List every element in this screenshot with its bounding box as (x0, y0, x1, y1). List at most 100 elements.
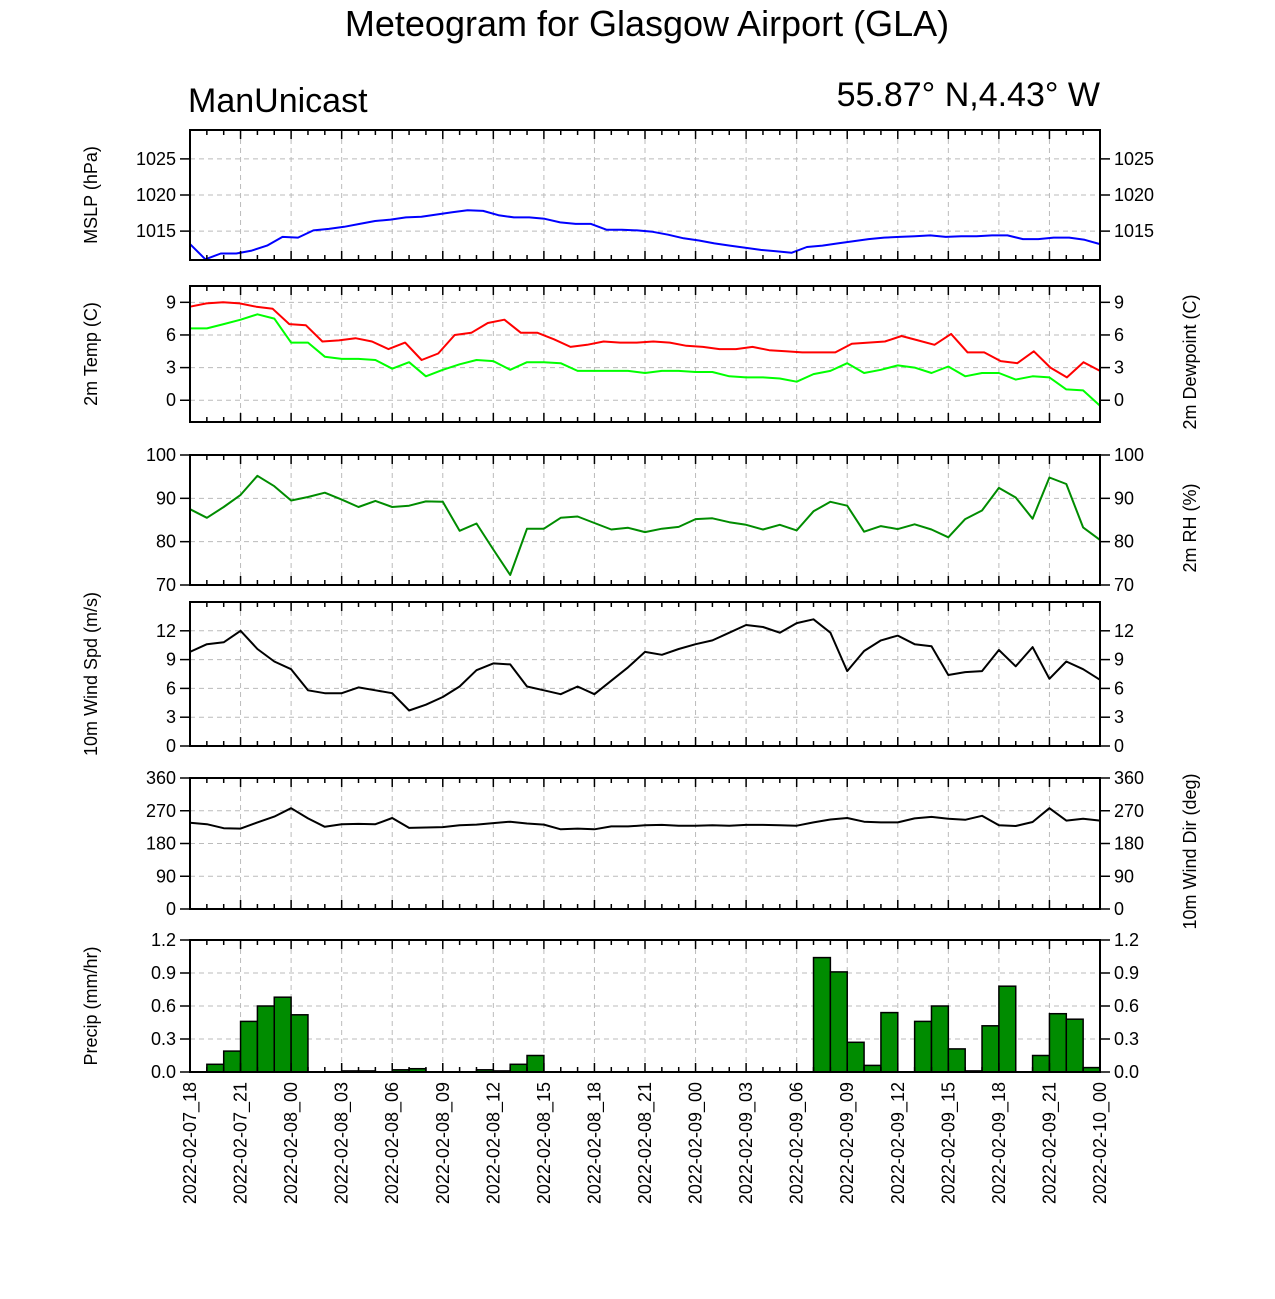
y-tick-label: 0.9 (151, 963, 176, 983)
panel-5: 0.0 0.0 0.3 0.3 0.6 0.6 0.9 0.9 1.2 1.2 Precip (mm… (81, 930, 1139, 1082)
x-tick-label: 2022-02-08_15 (534, 1082, 555, 1204)
series-line-1 (190, 313, 1101, 407)
y-tick-label: 80 (156, 532, 176, 552)
precip-bar (526, 1054, 545, 1073)
y-tick-label-right: 3 (1114, 358, 1124, 378)
x-tick-label: 2022-02-08_03 (332, 1082, 353, 1204)
y-tick-label: 90 (156, 488, 176, 508)
y-tick-label: 6 (166, 325, 176, 345)
y-tick-label-right: 0.9 (1114, 963, 1139, 983)
x-tick-label: 2022-02-08_00 (281, 1082, 302, 1204)
y-tick-label-right: 0.0 (1114, 1062, 1139, 1082)
precip-bar (256, 1005, 276, 1073)
series-line-0 (189, 474, 1101, 576)
x-tick-label: 2022-02-09_18 (989, 1082, 1010, 1204)
y-tick-label: 1015 (136, 221, 176, 241)
precip-bar (290, 1014, 309, 1073)
y-tick-label-right: 90 (1114, 488, 1134, 508)
y-tick-label-right: 0.3 (1114, 1029, 1139, 1049)
precip-bar (812, 956, 832, 1073)
y-tick-label: 0.6 (151, 996, 176, 1016)
y-tick-label: 3 (166, 707, 176, 727)
precip-bar (930, 1005, 950, 1073)
y-tick-label-right: 100 (1114, 445, 1144, 465)
panel-3: 0 0 3 3 6 6 9 9 12 12 10m Wind Spd (m/s) (81, 592, 1134, 756)
y-tick-label: 1.2 (151, 930, 176, 950)
precip-bar (222, 1050, 242, 1073)
x-tick-label: 2022-02-07_18 (180, 1082, 201, 1204)
y-tick-label: 0.0 (151, 1062, 176, 1082)
x-tick-label: 2022-02-08_09 (433, 1082, 454, 1204)
location-label: 55.87° N,4.43° W (837, 76, 1100, 114)
x-axis: 2022-02-07_18 2022-02-07_21 2022-02-08_00 2… (180, 1082, 1111, 1204)
precip-bar (1048, 1012, 1068, 1073)
y-tick-label: 360 (146, 768, 176, 788)
series-line-0 (189, 618, 1101, 712)
y-tick-label-right: 270 (1114, 801, 1144, 821)
panel-0: 1015 1015 1020 1020 1025 1025 MSLP (hPa) (81, 129, 1154, 261)
y-axis-label-right: 2m Dewpoint (C) (1180, 294, 1200, 429)
y-tick-label-right: 12 (1114, 621, 1134, 641)
y-tick-label: 270 (146, 801, 176, 821)
precip-bar (206, 1063, 225, 1073)
y-tick-label: 180 (146, 834, 176, 854)
x-tick-label: 2022-02-09_09 (837, 1082, 858, 1204)
chart-title: Meteogram for Glasgow Airport (GLA) (345, 3, 949, 44)
precip-bar (829, 971, 848, 1073)
y-tick-label-right: 70 (1114, 575, 1134, 595)
x-tick-label: 2022-02-10_00 (1090, 1082, 1111, 1204)
x-tick-label: 2022-02-08_21 (635, 1082, 656, 1204)
y-tick-label-right: 6 (1114, 325, 1124, 345)
series-line-0 (189, 301, 1101, 379)
precip-bar (846, 1041, 865, 1073)
panel-1: 0 0 3 3 6 6 9 9 2m Temp (C) 2m Dewpoint (C) (81, 285, 1200, 430)
precip-bar (981, 1025, 1000, 1073)
x-tick-label: 2022-02-09_03 (736, 1082, 757, 1204)
y-tick-label: 100 (146, 445, 176, 465)
y-tick-label-right: 1020 (1114, 185, 1154, 205)
y-axis-label-right: 2m RH (%) (1180, 484, 1200, 573)
y-tick-label-right: 0 (1114, 736, 1124, 756)
precip-bar (239, 1020, 259, 1073)
precip-bar (947, 1048, 966, 1073)
precip-bar (509, 1063, 528, 1073)
x-tick-label: 2022-02-08_18 (584, 1082, 605, 1204)
x-tick-label: 2022-02-09_06 (787, 1082, 808, 1204)
x-tick-label: 2022-02-09_15 (938, 1082, 959, 1204)
y-tick-label-right: 360 (1114, 768, 1144, 788)
y-axis-label-right: 10m Wind Dir (deg) (1180, 773, 1200, 929)
panel-4: 0 0 90 90 180 180 270 270 360 360 10m Wind Dir (de… (146, 768, 1200, 930)
y-tick-label: 0 (166, 899, 176, 919)
y-tick-label-right: 1025 (1114, 149, 1154, 169)
y-tick-label: 70 (156, 575, 176, 595)
x-tick-label: 2022-02-09_12 (888, 1082, 909, 1204)
y-tick-label: 9 (166, 292, 176, 312)
y-tick-label-right: 3 (1114, 707, 1124, 727)
model-label: ManUnicast (188, 82, 368, 120)
y-tick-label: 0 (166, 736, 176, 756)
y-tick-label-right: 80 (1114, 532, 1134, 552)
y-tick-label-right: 6 (1114, 678, 1124, 698)
y-tick-label: 6 (166, 678, 176, 698)
x-tick-label: 2022-02-09_21 (1039, 1082, 1060, 1204)
y-tick-label: 1025 (136, 149, 176, 169)
y-tick-label-right: 1.2 (1114, 930, 1139, 950)
precip-bar (1031, 1054, 1051, 1073)
precip-bar (273, 996, 292, 1073)
y-tick-label: 0 (166, 390, 176, 410)
y-tick-label: 90 (156, 866, 176, 886)
y-tick-label: 0.3 (151, 1029, 176, 1049)
y-tick-label: 1020 (136, 185, 176, 205)
x-tick-label: 2022-02-09_00 (686, 1082, 707, 1204)
y-tick-label-right: 1015 (1114, 221, 1154, 241)
precip-bar (998, 985, 1017, 1073)
series-line-0 (189, 807, 1101, 831)
y-axis-label: Precip (mm/hr) (81, 946, 101, 1065)
y-tick-label-right: 9 (1114, 650, 1124, 670)
precip-bar (913, 1020, 933, 1073)
y-axis-label: 2m Temp (C) (81, 302, 101, 406)
y-tick-label: 12 (156, 621, 176, 641)
y-axis-label: 10m Wind Spd (m/s) (81, 592, 101, 756)
x-tick-label: 2022-02-07_21 (231, 1082, 252, 1204)
